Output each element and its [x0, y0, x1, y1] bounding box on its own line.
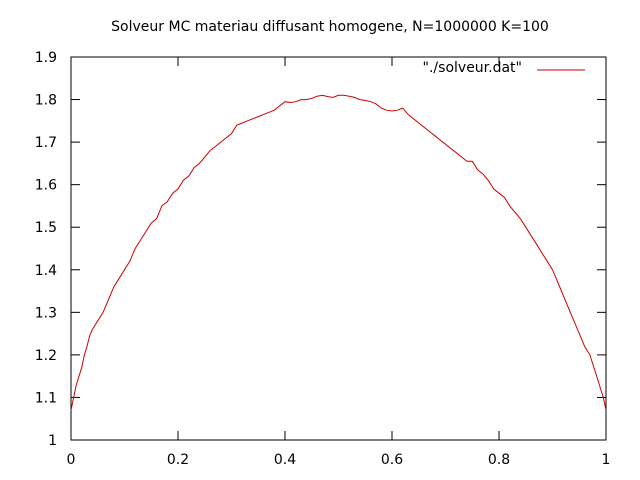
y-tick-label: 1: [48, 433, 57, 449]
ticks: 0 0.2 0.4 0.6 0.8 1 1 1.1 1.2 1.3 1.4 1.5 1.6 1.7 1.8 1…: [35, 50, 611, 468]
chart-title: Solveur MC materiau diffusant homogene, …: [111, 19, 549, 35]
y-tick-label: 1.5: [35, 220, 57, 236]
y-tick-label: 1.7: [35, 135, 57, 151]
y-tick-label: 1.3: [35, 305, 57, 321]
x-tick-label: 0: [67, 452, 76, 468]
y-tick-label: 1.4: [35, 263, 57, 279]
axes: [70, 56, 607, 441]
x-tick-label: 0.6: [381, 452, 403, 468]
plot-frame: [70, 56, 607, 441]
x-tick-label: 0.2: [167, 452, 189, 468]
legend: "./solveur.dat": [423, 60, 585, 76]
y-tick-label: 1.8: [35, 93, 57, 109]
x-tick-label: 1: [602, 452, 611, 468]
series-line: [70, 94, 607, 411]
x-tick-label: 0.8: [488, 452, 510, 468]
y-tick-label: 1.9: [35, 50, 57, 66]
y-tick-label: 1.2: [35, 348, 57, 364]
x-tick-label: 0.4: [274, 452, 296, 468]
series-group: [70, 94, 607, 411]
y-tick-label: 1.6: [35, 178, 57, 194]
legend-label: "./solveur.dat": [423, 60, 522, 76]
y-tick-label: 1.1: [35, 390, 57, 406]
